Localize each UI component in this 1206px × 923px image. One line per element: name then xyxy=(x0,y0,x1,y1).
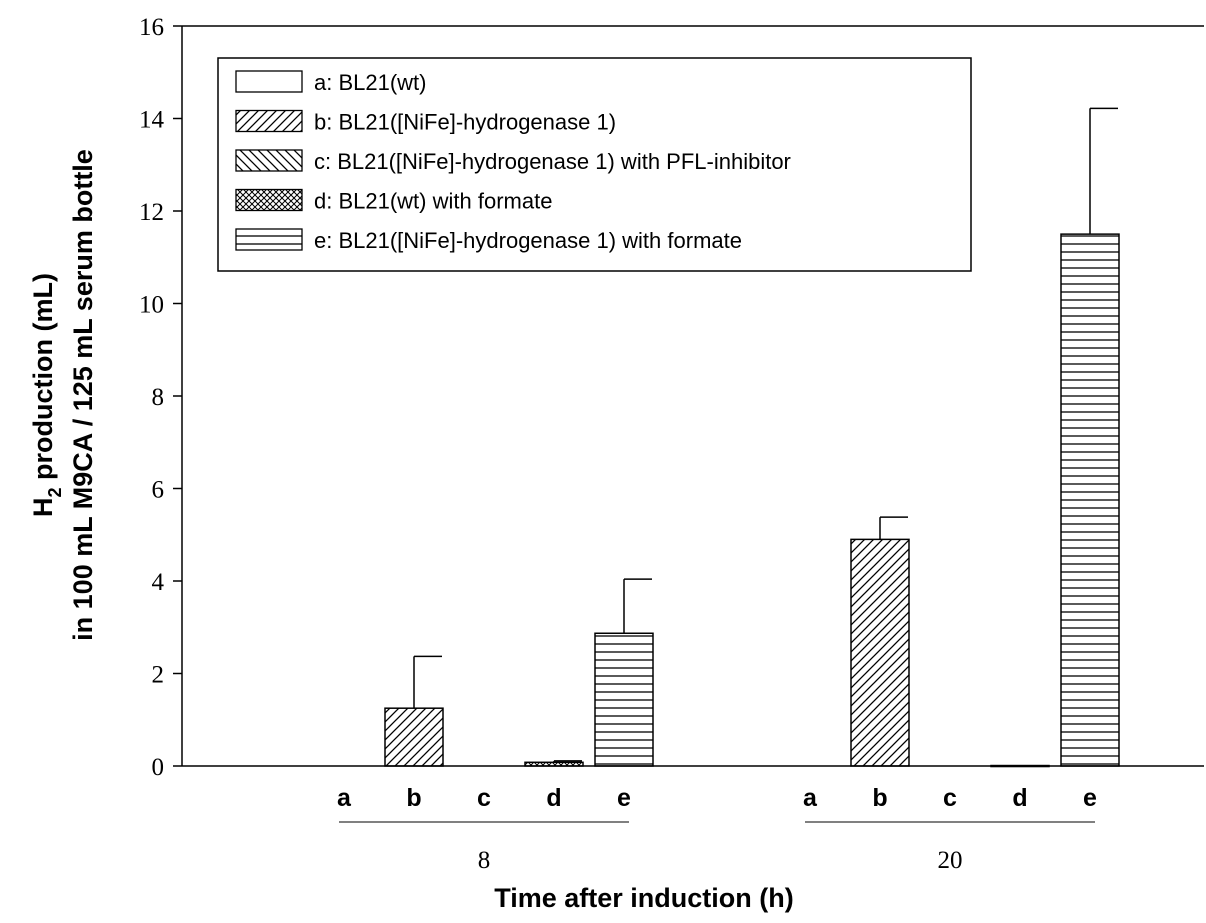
legend-swatch-a xyxy=(235,70,303,93)
y-tick-label-1: 2 xyxy=(152,662,165,689)
y-axis-title: H2 production (mL) in 100 mL M9CA / 125 … xyxy=(28,149,98,641)
category-label-a-group-20: a xyxy=(803,784,818,812)
category-label-d-group-20: d xyxy=(1012,784,1027,812)
category-label-c-group-20: c xyxy=(943,784,957,812)
legend-swatch-e xyxy=(235,228,303,251)
group-label-8: 8 xyxy=(478,847,491,874)
category-label-b-group-20: b xyxy=(872,784,887,812)
bar-e-group-20 xyxy=(1060,233,1120,767)
category-label-e-group-8: e xyxy=(617,784,631,812)
legend: a: BL21(wt) b: BL21([NiFe]-hydrogenase 1)… xyxy=(217,57,972,272)
category-label-b-group-8: b xyxy=(406,784,421,812)
y-tick-label-2: 4 xyxy=(152,569,165,596)
bars: a b c d e 8 a b c d e 20 xyxy=(337,107,1120,874)
bar-d-group-20 xyxy=(990,764,1050,768)
axes: 0 2 4 6 8 10 12 14 16 xyxy=(139,14,1204,781)
legend-box xyxy=(217,57,972,272)
legend-label-c: c: BL21([NiFe]-hydrogenase 1) with PFL-i… xyxy=(314,149,791,174)
bar-d-group-8 xyxy=(524,761,584,767)
y-axis-title-line2: in 100 mL M9CA / 125 mL serum bottle xyxy=(68,149,98,641)
legend-swatch-c xyxy=(235,149,303,172)
y-tick-label-3: 6 xyxy=(152,477,165,504)
legend-label-a: a: BL21(wt) xyxy=(314,70,427,95)
y-tick-label-7: 14 xyxy=(139,107,165,134)
category-label-d-group-8: d xyxy=(546,784,561,812)
bar-b-group-8 xyxy=(384,707,444,767)
y-tick-label-6: 12 xyxy=(139,199,164,226)
category-label-e-group-20: e xyxy=(1083,784,1097,812)
category-label-c-group-8: c xyxy=(477,784,491,812)
bar-b-group-20 xyxy=(850,538,910,767)
category-label-a-group-8: a xyxy=(337,784,352,812)
y-axis-title-line1: H2 production (mL) xyxy=(28,273,65,517)
legend-label-d: d: BL21(wt) with formate xyxy=(314,189,552,214)
legend-swatch-b xyxy=(235,109,303,133)
legend-label-b: b: BL21([NiFe]-hydrogenase 1) xyxy=(314,110,616,135)
y-tick-label-0: 0 xyxy=(152,754,165,781)
legend-swatch-d xyxy=(235,188,303,212)
y-tick-label-4: 8 xyxy=(152,384,165,411)
group-label-20: 20 xyxy=(938,847,963,874)
x-axis-title: Time after induction (h) xyxy=(494,883,794,913)
y-tick-label-8: 16 xyxy=(139,14,164,41)
bar-e-group-8 xyxy=(594,632,654,767)
y-tick-label-5: 10 xyxy=(139,292,164,319)
legend-label-e: e: BL21([NiFe]-hydrogenase 1) with forma… xyxy=(314,228,742,253)
